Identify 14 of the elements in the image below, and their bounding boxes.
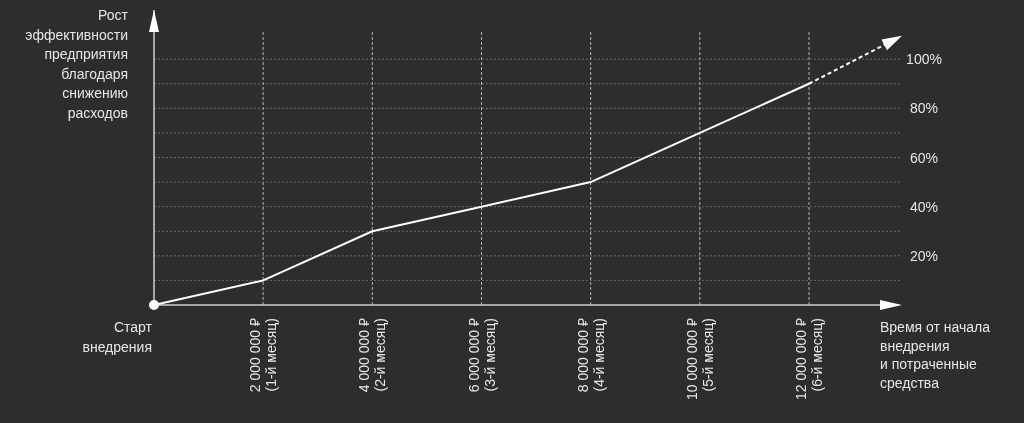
y-axis-title: Рост эффективности предприятия благодаря снижению расходов: [25, 7, 129, 121]
x-tick-label: 12 000 000 ₽ (6-й месяц): [793, 318, 825, 400]
x-tick-label: 2 000 000 ₽ (1-й месяц): [247, 318, 280, 393]
x-tick-label: 6 000 000 ₽ (3-й месяц): [465, 318, 498, 393]
y-tick-label: 20%: [909, 247, 939, 264]
y-tick-label: 40%: [909, 198, 939, 215]
y-tick-label: 100%: [906, 51, 942, 68]
x-tick-label: 10 000 000 ₽ (5-й месяц): [683, 318, 716, 400]
x-tick-label: 8 000 000 ₽ (4-й месяц): [574, 318, 607, 393]
text: Старт внедрения: [82, 319, 153, 355]
x-tick-label: 4 000 000 ₽ (2-й месяц): [356, 318, 389, 393]
x-axis-title: Время от начала внедрения и потраченные средства: [880, 319, 991, 391]
y-tick-label: 80%: [909, 100, 939, 117]
y-tick-label: 60%: [909, 149, 939, 166]
